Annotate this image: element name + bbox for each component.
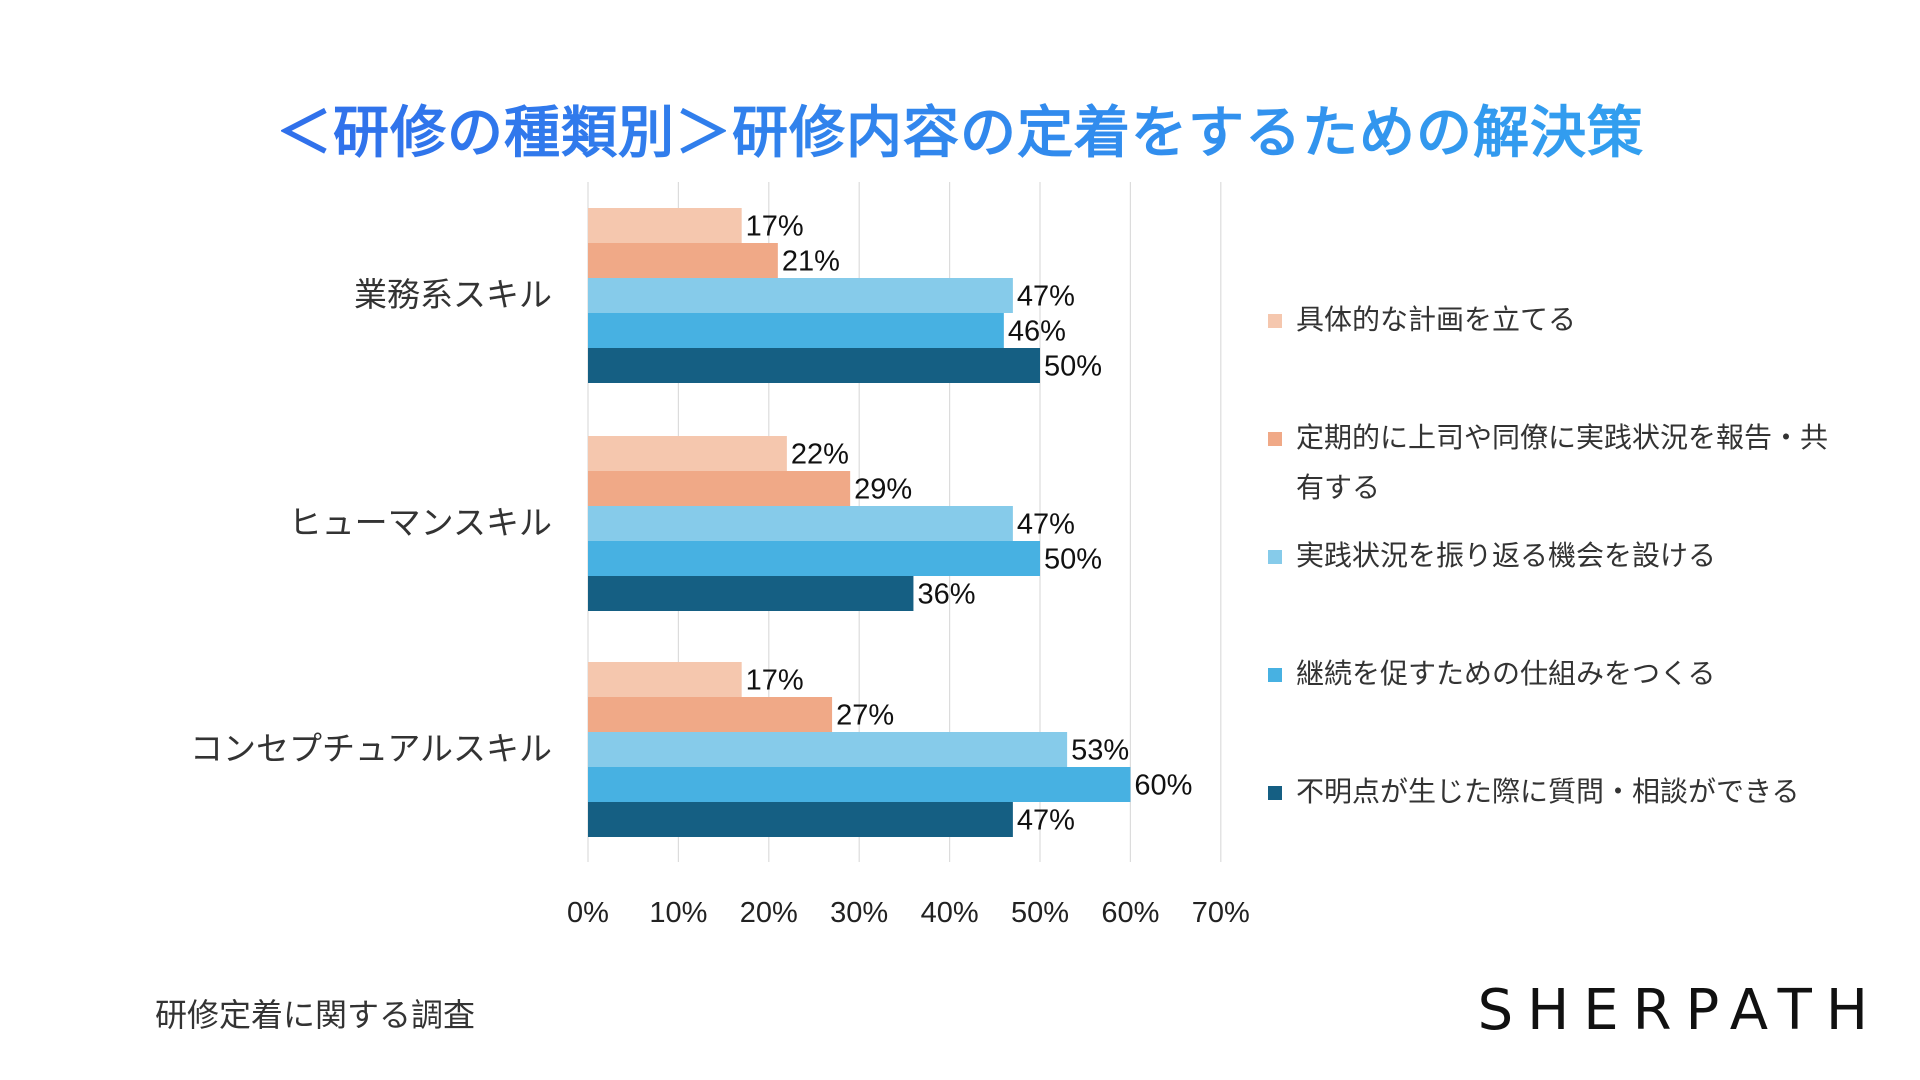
legend-label: 継続を促すための仕組みをつくる [1296, 657, 1716, 690]
bar [588, 278, 1013, 313]
x-tick-label: 10% [649, 897, 707, 929]
bar [588, 348, 1040, 383]
legend-swatch [1268, 786, 1282, 800]
legend-swatch [1268, 668, 1282, 682]
data-label: 46% [1008, 316, 1066, 348]
bar [588, 471, 851, 506]
data-label: 17% [746, 211, 804, 243]
bar [588, 732, 1068, 767]
bar [588, 208, 742, 243]
data-label: 47% [1017, 805, 1075, 837]
bar [588, 506, 1013, 541]
category-label: ヒューマンスキル [289, 503, 552, 542]
legend-label: 不明点が生じた際に質問・相談ができる [1296, 775, 1800, 808]
category-label: コンセプチュアルスキル [190, 729, 552, 768]
data-label: 29% [854, 474, 912, 506]
labels: 0% 10% 20% 30% 40% 50% 60% 70% 業務系スキルヒューマンスキルコンセ… [190, 211, 1250, 930]
brand-logo: SHERPATH [1477, 978, 1882, 1043]
x-tick-label: 60% [1101, 897, 1159, 929]
legend-item: 継続を促すための仕組みをつくる [1268, 649, 1828, 699]
bar [588, 576, 914, 611]
data-label: 17% [746, 665, 804, 697]
bar [588, 541, 1040, 576]
data-label: 27% [836, 700, 894, 732]
bar [588, 662, 742, 697]
bars [588, 208, 1131, 837]
bar [588, 243, 778, 278]
legend-swatch [1268, 550, 1282, 564]
bar [588, 313, 1004, 348]
data-label: 22% [791, 439, 849, 471]
data-label: 47% [1017, 509, 1075, 541]
bar [588, 767, 1131, 802]
category-label: 業務系スキル [354, 275, 552, 314]
data-label: 21% [782, 246, 840, 278]
legend-item: 定期的に上司や同僚に実践状況を報告・共有する [1268, 413, 1828, 513]
data-label: 47% [1017, 281, 1075, 313]
bar [588, 436, 787, 471]
x-tick-label: 20% [740, 897, 798, 929]
legend-item: 実践状況を振り返る機会を設ける [1268, 531, 1828, 581]
x-tick-label: 50% [1011, 897, 1069, 929]
data-label: 60% [1134, 770, 1192, 802]
data-label: 53% [1071, 735, 1129, 767]
legend-swatch [1268, 432, 1282, 446]
footer-note: 研修定着に関する調査 [155, 996, 476, 1034]
legend-item: 具体的な計画を立てる [1268, 295, 1828, 345]
x-tick-label: 0% [567, 897, 609, 929]
x-tick-label: 70% [1192, 897, 1250, 929]
data-label: 50% [1044, 544, 1102, 576]
legend-label: 定期的に上司や同僚に実践状況を報告・共有する [1296, 421, 1829, 504]
bar [588, 802, 1013, 837]
x-tick-label: 40% [921, 897, 979, 929]
data-label: 36% [917, 579, 975, 611]
legend-label: 実践状況を振り返る機会を設ける [1296, 539, 1717, 572]
legend-label: 具体的な計画を立てる [1296, 303, 1577, 336]
data-label: 50% [1044, 351, 1102, 383]
legend-swatch [1268, 314, 1282, 328]
bar [588, 697, 833, 732]
chart-title: ＜研修の種類別＞研修内容の定着をするための解決策 [0, 88, 1920, 169]
x-tick-label: 30% [830, 897, 888, 929]
legend-item: 不明点が生じた際に質問・相談ができる [1268, 767, 1828, 817]
